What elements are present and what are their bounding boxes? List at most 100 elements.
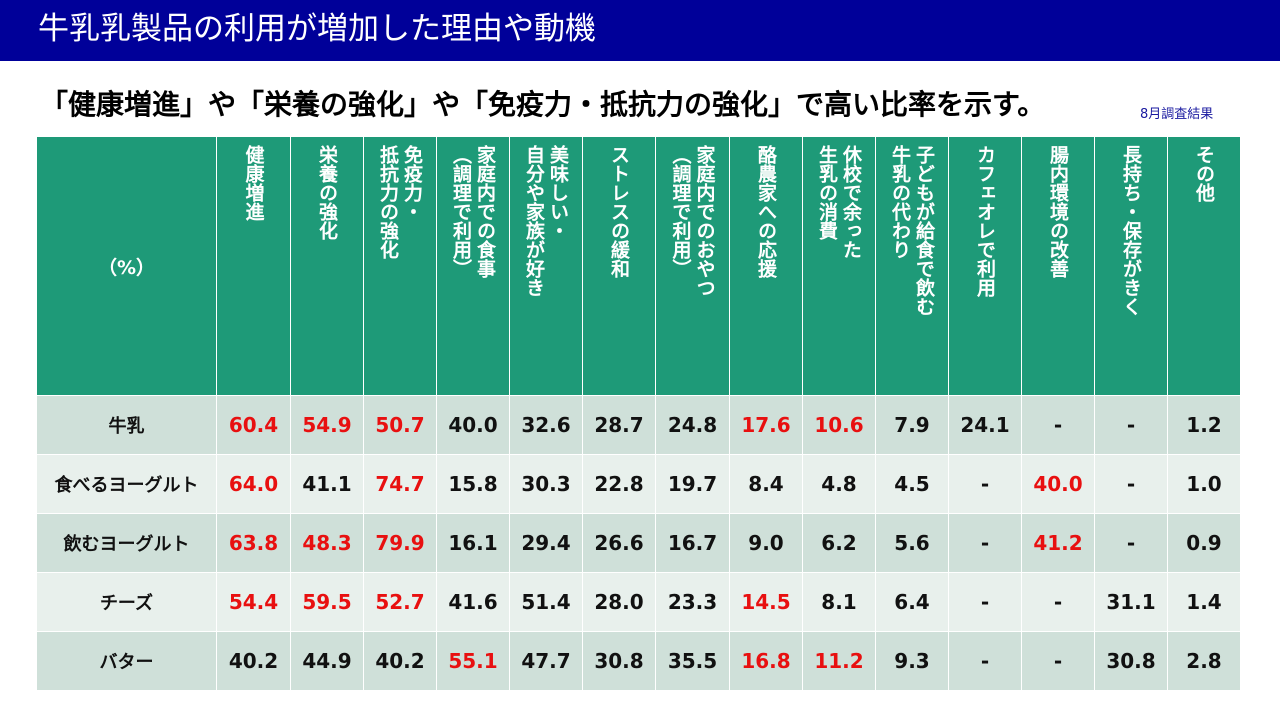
table-cell: - — [948, 572, 1022, 632]
column-header-label: 健康増進 — [242, 145, 265, 221]
table-cell: 16.8 — [729, 631, 803, 691]
table-cell: 6.4 — [875, 572, 949, 632]
table-cell: 23.3 — [655, 572, 730, 632]
table-cell: 6.2 — [802, 513, 876, 573]
table-cell: 4.5 — [875, 454, 949, 514]
row-label: チーズ — [36, 572, 217, 632]
table-cell: 52.7 — [363, 572, 437, 632]
table-cell: 50.7 — [363, 395, 437, 455]
table-cell: 44.9 — [290, 631, 364, 691]
column-header: 酪農家への応援 — [729, 136, 803, 396]
table-cell: 51.4 — [509, 572, 583, 632]
table-cell: - — [1094, 454, 1168, 514]
column-header: 家庭内でのおやつ （調理で利用） — [655, 136, 730, 396]
table-cell: 31.1 — [1094, 572, 1168, 632]
table-cell: 55.1 — [436, 631, 510, 691]
table-cell: 28.7 — [582, 395, 656, 455]
table-cell: 1.4 — [1167, 572, 1241, 632]
table-cell: 15.8 — [436, 454, 510, 514]
table-cell: 41.6 — [436, 572, 510, 632]
table-cell: 41.2 — [1021, 513, 1095, 573]
column-header-label: 酪農家への応援 — [755, 145, 777, 278]
table-cell: - — [1021, 572, 1095, 632]
row-label: 牛乳 — [36, 395, 217, 455]
table-cell: 28.0 — [582, 572, 656, 632]
table-cell: 40.2 — [216, 631, 291, 691]
column-header-label: ストレスの緩和 — [608, 145, 630, 278]
table-cell: 9.3 — [875, 631, 949, 691]
unit-header: （%） — [36, 136, 217, 396]
table-cell: 79.9 — [363, 513, 437, 573]
table-cell: 7.9 — [875, 395, 949, 455]
survey-note: 8月調査結果 — [1140, 107, 1214, 122]
table-cell: 35.5 — [655, 631, 730, 691]
table-cell: 19.7 — [655, 454, 730, 514]
table-cell: 60.4 — [216, 395, 291, 455]
column-header: 子どもが給食で飲む 牛乳の代わり — [875, 136, 949, 396]
column-header-label: 長持ち・保存がきく — [1120, 145, 1142, 316]
table-cell: 1.0 — [1167, 454, 1241, 514]
column-header-label: カフェオレで利用 — [974, 145, 996, 297]
table-cell: 40.2 — [363, 631, 437, 691]
table-cell: 22.8 — [582, 454, 656, 514]
row-label: 飲むヨーグルト — [36, 513, 217, 573]
table-cell: 0.9 — [1167, 513, 1241, 573]
column-header-label: 美味しい・ 自分や家族が好き — [523, 145, 569, 297]
table-cell: 2.8 — [1167, 631, 1241, 691]
table-cell: - — [948, 513, 1022, 573]
table-cell: 40.0 — [1021, 454, 1095, 514]
column-header-label: 栄養の強化 — [316, 145, 338, 240]
table-row: バター 40.2 44.9 40.2 55.1 47.7 30.8 35.5 16.8 11.2 9… — [36, 631, 1241, 691]
column-header: 免疫力・ 抵抗力の強化 — [363, 136, 437, 396]
page-subtitle: 「健康増進」や「栄養の強化」や「免疫力・抵抗力の強化」で高い比率を示す。 — [40, 88, 1046, 121]
column-header-label: 免疫力・ 抵抗力の強化 — [377, 145, 423, 259]
page-title: 牛乳乳製品の利用が増加した理由や動機 — [38, 11, 596, 47]
table-cell: 63.8 — [216, 513, 291, 573]
table-cell: - — [1021, 395, 1095, 455]
table-cell: 11.2 — [802, 631, 876, 691]
table-cell: 54.4 — [216, 572, 291, 632]
table-row: 牛乳 60.4 54.9 50.7 40.0 32.6 28.7 24.8 17.6 10.6 7.… — [36, 395, 1241, 455]
table-row: 食べるヨーグルト 64.0 41.1 74.7 15.8 30.3 22.8 19.7 8.4 4… — [36, 454, 1241, 514]
table-cell: 30.8 — [582, 631, 656, 691]
row-label: 食べるヨーグルト — [36, 454, 217, 514]
table-cell: - — [948, 454, 1022, 514]
column-header: その他 — [1167, 136, 1241, 396]
title-bar: 牛乳乳製品の利用が増加した理由や動機 — [0, 0, 1280, 61]
results-table: （%） 健康増進 栄養の強化 免疫力・ 抵抗力の強化 家庭内での食事 （調理で利用） 美… — [36, 136, 1241, 691]
row-label: バター — [36, 631, 217, 691]
table-cell: 4.8 — [802, 454, 876, 514]
table-cell: 74.7 — [363, 454, 437, 514]
table-cell: 8.4 — [729, 454, 803, 514]
column-header: 栄養の強化 — [290, 136, 364, 396]
header-row: （%） 健康増進 栄養の強化 免疫力・ 抵抗力の強化 家庭内での食事 （調理で利用） 美… — [36, 136, 1241, 396]
column-header: 長持ち・保存がきく — [1094, 136, 1168, 396]
column-header-label: 子どもが給食で飲む 牛乳の代わり — [889, 145, 935, 316]
table-cell: 8.1 — [802, 572, 876, 632]
table-row: 飲むヨーグルト 63.8 48.3 79.9 16.1 29.4 26.6 16.7 9.0 6.… — [36, 513, 1241, 573]
table-cell: 24.8 — [655, 395, 730, 455]
table-cell: 64.0 — [216, 454, 291, 514]
table-cell: 30.3 — [509, 454, 583, 514]
table-cell: 54.9 — [290, 395, 364, 455]
table-cell: 16.7 — [655, 513, 730, 573]
column-header-label: 家庭内での食事 （調理で利用） — [450, 145, 496, 278]
table-cell: 32.6 — [509, 395, 583, 455]
table-cell: - — [1094, 395, 1168, 455]
table-cell: - — [1094, 513, 1168, 573]
column-header-label: 休校で余った 生乳の消費 — [816, 145, 862, 259]
table-cell: 9.0 — [729, 513, 803, 573]
table-cell: 59.5 — [290, 572, 364, 632]
column-header: 腸内環境の改善 — [1021, 136, 1095, 396]
column-header: ストレスの緩和 — [582, 136, 656, 396]
table-cell: - — [948, 631, 1022, 691]
column-header: 健康増進 — [216, 136, 291, 396]
column-header-label: その他 — [1193, 145, 1215, 202]
column-header: 休校で余った 生乳の消費 — [802, 136, 876, 396]
table-cell: 14.5 — [729, 572, 803, 632]
table-cell: 30.8 — [1094, 631, 1168, 691]
table-cell: 41.1 — [290, 454, 364, 514]
table-cell: 48.3 — [290, 513, 364, 573]
table-cell: 16.1 — [436, 513, 510, 573]
column-header: 家庭内での食事 （調理で利用） — [436, 136, 510, 396]
